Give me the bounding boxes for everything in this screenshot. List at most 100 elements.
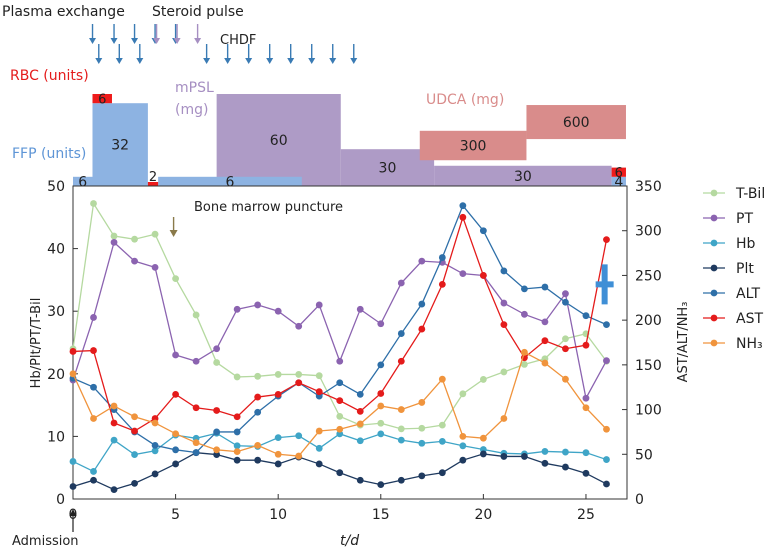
series-1-point-13 xyxy=(336,357,344,365)
y-right-tick-label-200: 200 xyxy=(635,313,662,329)
series-3-point-15 xyxy=(377,481,385,489)
series-3-point-4 xyxy=(151,470,159,478)
x-axis-label: t/d xyxy=(340,533,359,549)
rbc-label: RBC (units) xyxy=(10,68,89,84)
series-0-point-12 xyxy=(315,372,323,380)
rbc-block-0-label: 6 xyxy=(98,93,106,108)
series-2-point-24 xyxy=(562,448,569,456)
series-6-point-21 xyxy=(500,415,508,422)
series-0-point-5 xyxy=(172,275,179,283)
series-0-point-19 xyxy=(459,390,467,398)
mpsl-block-2-label: 30 xyxy=(514,169,532,185)
series-4-point-7 xyxy=(213,428,221,436)
series-6-point-23 xyxy=(541,359,549,367)
series-5-point-7 xyxy=(213,407,221,414)
series-1-point-14 xyxy=(356,305,364,313)
series-5-point-12 xyxy=(315,388,323,396)
series-5-point-24 xyxy=(562,345,569,353)
series-2-point-15 xyxy=(377,430,385,438)
series-6-point-20 xyxy=(479,434,487,442)
series-3-point-26 xyxy=(603,480,610,488)
ffp-block-2 xyxy=(158,176,302,186)
series-0-point-13 xyxy=(336,412,344,420)
series-0-point-1 xyxy=(90,200,97,207)
legend-label-4: ALT xyxy=(736,286,760,302)
series-3-point-20 xyxy=(479,450,487,458)
series-1-point-24 xyxy=(562,290,569,298)
series-6-point-25 xyxy=(582,404,590,412)
series-6-point-2 xyxy=(110,402,118,410)
plot-frame xyxy=(72,185,628,500)
mpsl-block-1 xyxy=(340,149,435,186)
series-2-point-16 xyxy=(397,436,405,444)
series-3-point-21 xyxy=(500,453,508,460)
series-3-point-2 xyxy=(110,486,118,494)
series-6-point-15 xyxy=(377,402,385,410)
series-4-point-16 xyxy=(397,330,405,337)
steroid-arrow-0-head xyxy=(153,38,161,44)
series-0-point-18 xyxy=(438,421,446,429)
series-6-point-1 xyxy=(90,415,97,422)
series-1-point-1 xyxy=(90,314,97,321)
series-2-point-17 xyxy=(418,439,426,447)
treatment-blocks: RBC (units) FFP (units) mPSL (mg) UDCA (… xyxy=(10,68,626,190)
series-4-point-26 xyxy=(603,321,610,329)
series-5-point-25 xyxy=(582,341,590,349)
series-1-point-2 xyxy=(110,238,118,246)
series-0-point-6 xyxy=(192,311,200,319)
legend-marker-0 xyxy=(710,189,718,197)
legend-marker-4 xyxy=(710,289,718,297)
series-1-point-21 xyxy=(500,299,508,307)
series-4-point-17 xyxy=(418,300,426,308)
legend-marker-3 xyxy=(710,264,718,272)
y-right-tick-label-150: 150 xyxy=(635,358,662,374)
y-right-tick-label-50: 50 xyxy=(635,447,653,463)
rbc-block-1-label: 2 xyxy=(149,170,157,185)
series-4-point-22 xyxy=(521,285,528,293)
legend-marker-2 xyxy=(710,239,718,247)
series-3-point-14 xyxy=(356,476,364,484)
ffp-block-0-label: 6 xyxy=(78,174,87,190)
series-2-point-14 xyxy=(356,437,364,445)
legend-label-3: Plt xyxy=(736,261,754,277)
mpsl-block-0 xyxy=(216,94,341,186)
series-0-point-16 xyxy=(397,425,405,433)
series-6-point-16 xyxy=(397,406,405,413)
series-6-point-7 xyxy=(213,446,221,454)
y-right-tick-label-250: 250 xyxy=(635,268,662,284)
series-5-point-14 xyxy=(356,407,364,415)
series-6-point-10 xyxy=(274,450,282,458)
chdf-arrow-6-head xyxy=(329,58,337,64)
series-5-point-3 xyxy=(131,427,138,435)
series-3-point-8 xyxy=(233,456,241,464)
series-0-point-2 xyxy=(110,232,118,240)
series-4-point-6 xyxy=(192,449,200,456)
y-axis-right-label: AST/ALT/NH₃ xyxy=(676,302,691,383)
y-right-tick-label-0: 0 xyxy=(635,492,644,508)
series-1-point-6 xyxy=(192,357,200,365)
series-2-point-3 xyxy=(131,451,138,458)
series-3-point-23 xyxy=(541,459,549,467)
series-5-point-8 xyxy=(233,413,241,421)
x-tick-label-15: 15 xyxy=(372,507,390,523)
series-1-point-12 xyxy=(315,301,323,309)
series-2-point-8 xyxy=(233,442,241,450)
series-6-point-5 xyxy=(172,430,179,438)
chart-legend: T-Bil PT Hb Plt ALT AST NH₃ xyxy=(703,186,765,352)
series-5-point-6 xyxy=(192,404,200,412)
legend-label-1: PT xyxy=(736,211,753,227)
series-1-point-15 xyxy=(377,320,385,328)
series-2-point-4 xyxy=(151,447,159,455)
udca-label: UDCA (mg) xyxy=(426,92,504,108)
bone-marrow-label: Bone marrow puncture xyxy=(194,200,343,215)
y-left-tick-label-30: 30 xyxy=(47,304,65,320)
series-3-point-18 xyxy=(438,469,446,477)
rbc-block-2-label: 6 xyxy=(615,166,623,181)
legend-marker-1 xyxy=(710,214,718,222)
udca-block-1-label: 600 xyxy=(563,115,590,131)
series-1-point-10 xyxy=(274,307,282,315)
series-1-point-26 xyxy=(603,357,610,365)
series-6-point-22 xyxy=(521,348,528,356)
ffp-label: FFP (units) xyxy=(12,146,86,162)
